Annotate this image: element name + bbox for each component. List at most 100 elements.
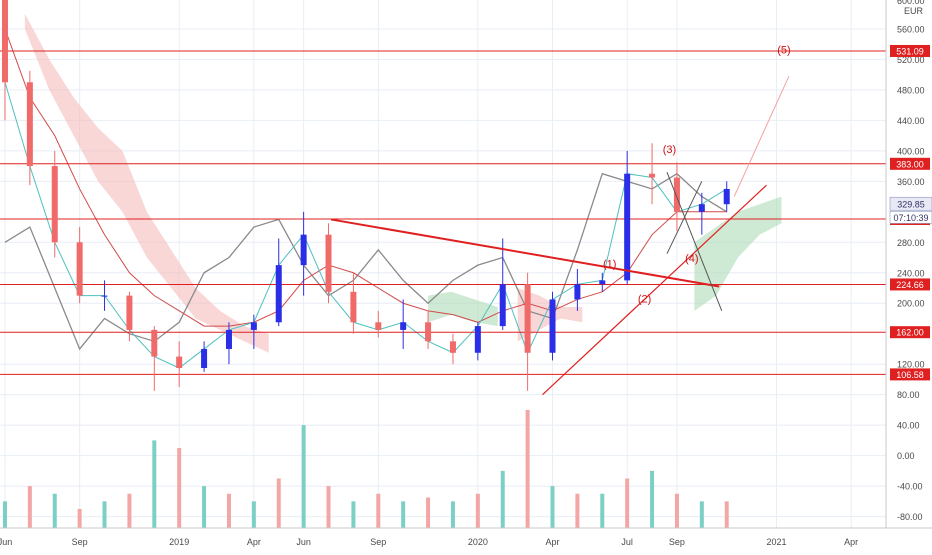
volume-bar (650, 470, 655, 528)
candle-body (126, 295, 133, 330)
volume-bar (52, 493, 57, 528)
triangle-line (666, 181, 703, 254)
x-tick-label: Apr (844, 537, 858, 547)
candle-body (176, 356, 183, 368)
candle-body (673, 177, 680, 212)
candle-body (225, 329, 232, 349)
x-tick-label: Sep (370, 537, 386, 547)
tenkan-line (4, 82, 727, 369)
level-tag-label: 383.00 (896, 159, 924, 169)
level-tag-label: 224.66 (896, 280, 924, 290)
candle-body (425, 322, 432, 342)
candle-body (549, 299, 556, 353)
kijun-line (4, 28, 727, 327)
x-tick-label: Apr (545, 537, 559, 547)
volume-bar (475, 493, 480, 528)
candle-body (723, 188, 730, 205)
wave-label: (2) (638, 293, 651, 305)
candle-body (698, 204, 705, 212)
triangle-line (666, 172, 723, 312)
y-tick-label: 80.00 (897, 390, 920, 400)
x-tick-label: 2021 (766, 537, 786, 547)
trendline-rising-support (542, 184, 767, 396)
volume-bar (525, 409, 530, 528)
candle-body (275, 265, 282, 323)
volume-bar (426, 497, 431, 528)
level-tag (890, 368, 930, 381)
wave-label: (1) (603, 258, 616, 270)
candle-body (1, 0, 8, 83)
volume-bar (102, 501, 107, 528)
level-tag-label: 106.58 (896, 370, 924, 380)
candle-body (524, 284, 531, 353)
y-tick-label: -80.00 (897, 512, 923, 522)
candle-body (101, 295, 108, 297)
volume-bar (724, 501, 729, 528)
countdown-tag (889, 210, 932, 224)
x-tick-label: Apr (247, 537, 261, 547)
x-tick-label: Sep (72, 537, 88, 547)
x-tick-label: 2019 (169, 537, 189, 547)
y-tick-label: 440.00 (897, 116, 925, 126)
price-tag-label: 329.85 (897, 199, 925, 209)
volume-bar (600, 493, 605, 528)
price-tag (889, 196, 932, 211)
volume-bar (550, 486, 555, 528)
candle-body (76, 242, 83, 296)
candle-body (300, 234, 307, 266)
ichimoku-cloud (428, 291, 498, 327)
volume-bar (625, 478, 630, 528)
plot-background (0, 0, 886, 528)
candle-body (151, 329, 158, 357)
level-tag (890, 326, 930, 339)
y-tick-label: 280.00 (897, 238, 925, 248)
x-tick-label: Sep (669, 537, 685, 547)
candle-body (499, 284, 506, 327)
y-tick-label: 560.00 (897, 24, 925, 34)
currency-label: EUR (904, 6, 924, 16)
x-tick-label: 2020 (468, 537, 488, 547)
level-tag-label: 531.09 (896, 46, 924, 56)
volume-bar (2, 501, 7, 528)
volume-bar (27, 486, 32, 528)
y-tick-label: 200.00 (897, 299, 925, 309)
y-tick-label: 120.00 (897, 360, 925, 370)
x-axis-background (0, 528, 932, 550)
volume-bar (376, 493, 381, 528)
x-tick-label: Jun (296, 537, 311, 547)
y-tick-label: 480.00 (897, 85, 925, 95)
volume-bar (276, 478, 281, 528)
volume-bar (202, 486, 207, 528)
candle-body (649, 173, 656, 178)
countdown-label: 07:10:39 (893, 213, 928, 223)
candle-body (599, 280, 606, 285)
volume-bar (326, 486, 331, 528)
candle-body (325, 234, 332, 292)
volume-bar (177, 448, 182, 528)
volume-bar (301, 425, 306, 528)
y-tick-label: 240.00 (897, 268, 925, 278)
candle-body (250, 322, 257, 330)
volume-bar (251, 501, 256, 528)
candle-body (26, 82, 33, 167)
candle-body (375, 322, 382, 330)
x-tick-label: Jul (621, 537, 633, 547)
volume-bar (226, 493, 231, 528)
level-tag (890, 157, 930, 170)
wave-label: (4) (685, 253, 698, 265)
wave-label: (3) (663, 144, 676, 156)
volume-bar (699, 501, 704, 528)
trendline-falling-resistance (330, 218, 720, 288)
x-tick-label: Jun (0, 537, 12, 547)
candle-body (474, 326, 481, 353)
volume-bar (450, 501, 455, 528)
candle-body (624, 173, 631, 281)
volume-bar (674, 493, 679, 528)
ichimoku-cloud (694, 196, 782, 311)
volume-bar (500, 470, 505, 528)
volume-bar (152, 440, 157, 528)
projection-line (733, 75, 790, 197)
y-tick-label: 520.00 (897, 55, 925, 65)
